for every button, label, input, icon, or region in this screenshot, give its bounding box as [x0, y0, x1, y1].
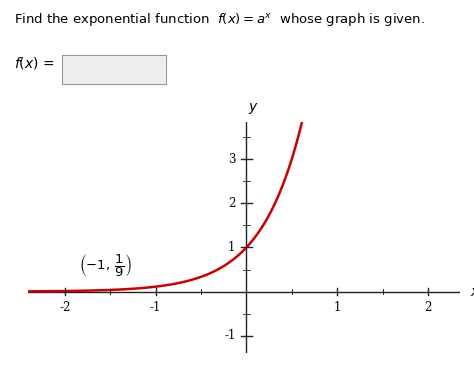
Text: 2: 2 [228, 197, 236, 210]
Text: -2: -2 [59, 301, 71, 314]
Text: $\left(-1,\,\dfrac{1}{9}\right)$: $\left(-1,\,\dfrac{1}{9}\right)$ [79, 252, 132, 279]
Text: x: x [471, 285, 474, 299]
Text: 1: 1 [228, 241, 236, 254]
Text: 2: 2 [424, 301, 432, 314]
Text: y: y [248, 100, 257, 114]
Text: -1: -1 [224, 329, 236, 342]
Text: Find the exponential function  $f(x) = a^x$  whose graph is given.: Find the exponential function $f(x) = a^… [14, 11, 425, 28]
Text: -1: -1 [150, 301, 161, 314]
Text: 3: 3 [228, 153, 236, 166]
Text: 1: 1 [334, 301, 341, 314]
Text: $f(x)$ =: $f(x)$ = [14, 55, 55, 71]
